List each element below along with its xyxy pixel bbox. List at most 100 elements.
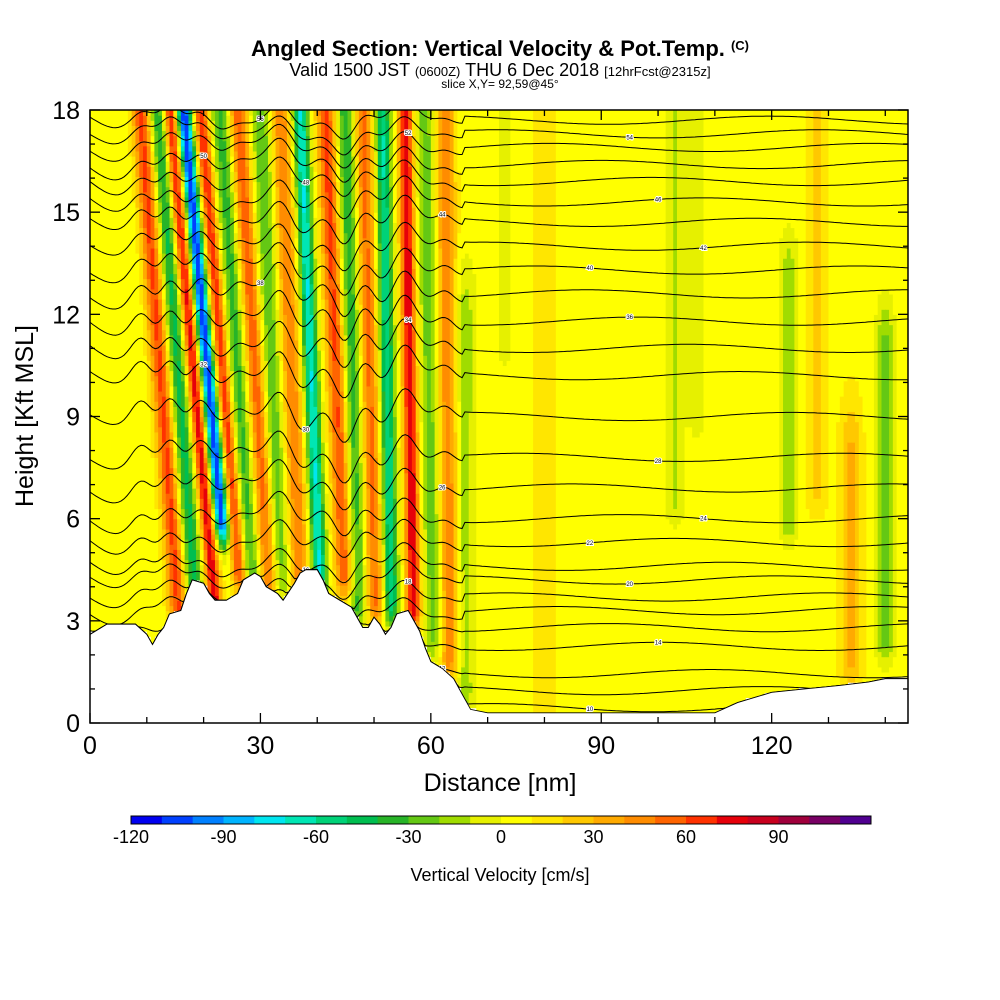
velocity-cell — [199, 232, 205, 239]
velocity-cell — [324, 339, 330, 392]
velocity-cell — [199, 166, 205, 178]
velocity-cell — [892, 656, 898, 678]
velocity-cell — [783, 549, 788, 693]
velocity-cell — [347, 595, 352, 607]
velocity-cell — [457, 677, 462, 688]
velocity-cell — [358, 355, 364, 407]
colorbar-segment — [223, 816, 255, 824]
velocity-cell — [207, 309, 212, 315]
velocity-cell — [237, 365, 243, 423]
velocity-cell — [445, 110, 451, 668]
velocity-cell — [298, 201, 303, 229]
velocity-cell — [180, 309, 186, 321]
velocity-cell — [199, 549, 205, 566]
velocity-cell — [161, 273, 167, 290]
velocity-cell — [93, 110, 99, 632]
theta-contour-label: 38 — [257, 281, 264, 287]
velocity-cell — [180, 339, 186, 351]
velocity-cell — [218, 396, 224, 402]
velocity-cell — [351, 549, 356, 591]
velocity-cell — [211, 309, 216, 315]
velocity-cell — [218, 544, 224, 550]
velocity-cell — [536, 110, 542, 714]
velocity-cell — [483, 110, 489, 714]
velocity-cell — [336, 518, 341, 566]
velocity-cell — [245, 166, 250, 198]
velocity-cell — [218, 585, 224, 601]
velocity-cell — [324, 110, 330, 193]
velocity-cell — [343, 600, 349, 607]
velocity-cell — [317, 350, 322, 382]
velocity-cell — [881, 334, 886, 647]
velocity-cell — [188, 242, 193, 249]
velocity-cell — [214, 360, 220, 367]
velocity-cell — [173, 406, 178, 423]
velocity-cell — [226, 268, 231, 300]
velocity-cell — [188, 273, 193, 280]
velocity-cell — [146, 130, 152, 147]
velocity-cell — [222, 314, 227, 331]
velocity-cell — [302, 186, 307, 213]
velocity-cell — [173, 273, 178, 290]
velocity-cell — [267, 457, 273, 479]
velocity-cell — [203, 273, 208, 280]
velocity-cell — [324, 564, 330, 591]
theta-contour-line — [90, 262, 908, 318]
velocity-cell — [188, 503, 193, 561]
velocity-cell — [211, 196, 216, 213]
velocity-cell — [574, 110, 580, 714]
velocity-cell — [169, 191, 174, 198]
velocity-cell — [294, 186, 299, 208]
velocity-cell — [252, 477, 258, 494]
velocity-cell — [196, 508, 201, 520]
velocity-cell — [211, 293, 216, 310]
velocity-cell — [843, 110, 849, 382]
velocity-cell — [218, 416, 224, 428]
velocity-cell — [230, 523, 235, 561]
velocity-cell — [196, 186, 201, 198]
velocity-cell — [180, 150, 186, 157]
velocity-cell — [233, 498, 239, 576]
velocity-cell — [271, 140, 277, 183]
velocity-cell — [339, 258, 345, 290]
velocity-cell — [847, 375, 852, 412]
velocity-cell — [264, 411, 269, 438]
velocity-cell — [271, 319, 277, 464]
velocity-cell — [207, 569, 212, 581]
velocity-cell — [192, 130, 197, 142]
velocity-cell — [298, 120, 303, 172]
velocity-cell — [150, 288, 155, 326]
velocity-cell — [620, 110, 625, 714]
velocity-cell — [226, 135, 231, 162]
velocity-cell — [472, 110, 477, 275]
velocity-cell — [820, 518, 826, 688]
velocity-cell — [218, 237, 224, 254]
velocity-cell — [230, 217, 235, 254]
velocity-cell — [362, 564, 368, 627]
velocity-cell — [173, 263, 178, 275]
velocity-cell — [283, 110, 288, 121]
velocity-cell — [207, 447, 212, 453]
velocity-cell — [177, 293, 182, 305]
velocity-cell — [559, 110, 564, 714]
velocity-cell — [165, 155, 171, 162]
velocity-cell — [192, 472, 197, 489]
velocity-cell — [332, 145, 337, 183]
velocity-cell — [517, 110, 523, 714]
velocity-cell — [249, 416, 254, 438]
velocity-cell — [214, 554, 220, 561]
velocity-cell — [688, 426, 693, 714]
velocity-cell — [207, 135, 212, 152]
velocity-cell — [252, 493, 258, 515]
velocity-cell — [283, 452, 288, 494]
velocity-cell — [252, 401, 258, 433]
velocity-cell — [146, 115, 152, 132]
velocity-cell — [218, 196, 224, 223]
velocity-cell — [188, 299, 193, 310]
velocity-cell — [805, 110, 811, 510]
velocity-cell — [358, 253, 364, 305]
velocity-cell — [286, 406, 292, 458]
velocity-cell — [207, 467, 212, 474]
velocity-cell — [843, 421, 849, 678]
theta-contour-label: 22 — [587, 541, 594, 547]
